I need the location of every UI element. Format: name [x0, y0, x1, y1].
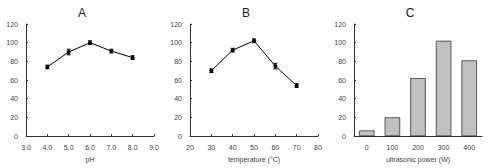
svg-text:0: 0 [365, 144, 369, 151]
svg-text:ultrasonic power (W): ultrasonic power (W) [386, 156, 450, 164]
svg-text:8.0: 8.0 [128, 144, 138, 151]
svg-text:5.0: 5.0 [64, 144, 74, 151]
svg-text:40: 40 [338, 95, 346, 102]
svg-text:4.0: 4.0 [42, 144, 52, 151]
svg-text:0: 0 [342, 133, 346, 140]
svg-text:70: 70 [293, 144, 301, 151]
svg-text:60: 60 [338, 77, 346, 84]
svg-text:C: C [406, 6, 415, 20]
svg-text:pH: pH [86, 156, 95, 164]
svg-text:100: 100 [6, 39, 18, 46]
svg-text:60: 60 [10, 77, 18, 84]
svg-text:80: 80 [10, 58, 18, 65]
svg-text:3.0: 3.0 [21, 144, 31, 151]
svg-text:A: A [78, 6, 86, 20]
svg-text:20: 20 [174, 114, 182, 121]
svg-text:20: 20 [186, 144, 194, 151]
svg-text:100: 100 [170, 39, 182, 46]
svg-text:100: 100 [334, 39, 346, 46]
svg-text:80: 80 [174, 58, 182, 65]
svg-text:0: 0 [14, 133, 18, 140]
svg-text:B: B [242, 6, 250, 20]
svg-text:50: 50 [250, 144, 258, 151]
svg-text:7.0: 7.0 [106, 144, 116, 151]
svg-text:40: 40 [10, 95, 18, 102]
svg-text:20: 20 [338, 114, 346, 121]
svg-text:400: 400 [463, 144, 475, 151]
svg-text:60: 60 [271, 144, 279, 151]
svg-text:60: 60 [174, 77, 182, 84]
svg-text:120: 120 [334, 21, 346, 28]
svg-text:6.0: 6.0 [85, 144, 95, 151]
svg-text:80: 80 [338, 58, 346, 65]
svg-text:40: 40 [229, 144, 237, 151]
svg-text:30: 30 [207, 144, 215, 151]
svg-text:9.0: 9.0 [149, 144, 159, 151]
svg-text:300: 300 [438, 144, 450, 151]
svg-text:40: 40 [174, 95, 182, 102]
svg-text:80: 80 [314, 144, 322, 151]
svg-text:120: 120 [6, 21, 18, 28]
svg-text:100: 100 [387, 144, 399, 151]
svg-text:20: 20 [10, 114, 18, 121]
svg-text:120: 120 [170, 21, 182, 28]
svg-text:200: 200 [412, 144, 424, 151]
svg-text:0: 0 [178, 133, 182, 140]
svg-text:temperature (°C): temperature (°C) [228, 156, 280, 164]
